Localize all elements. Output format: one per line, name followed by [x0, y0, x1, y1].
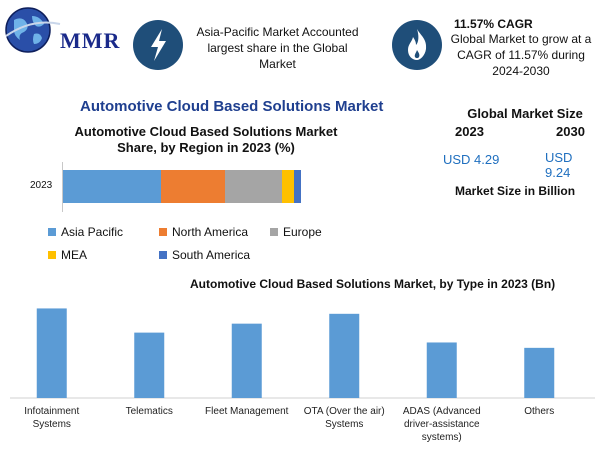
logo-text: MMR — [60, 28, 121, 53]
lightning-icon — [133, 20, 183, 70]
legend-swatch — [159, 251, 167, 259]
region-chart-title: Automotive Cloud Based Solutions Market … — [74, 124, 338, 155]
market-size-unit-label: Market Size in Billion — [455, 184, 576, 198]
region-bar-segment — [63, 170, 161, 203]
legend-item-europe: Europe — [270, 225, 322, 239]
main-title: Automotive Cloud Based Solutions Market — [80, 98, 384, 115]
region-chart-axis — [62, 162, 63, 212]
region-chart-year-label: 2023 — [30, 180, 53, 191]
legend-item-mea: MEA — [48, 248, 87, 262]
legend-item-south-america: South America — [159, 248, 250, 262]
cagr-title: 11.57% CAGR — [454, 17, 533, 31]
type-bar — [231, 323, 262, 398]
flame-icon — [392, 20, 442, 70]
legend-label: Europe — [283, 225, 322, 239]
type-category-label: OTA (Over the air) Systems — [304, 406, 385, 430]
type-bar — [329, 313, 360, 398]
type-bar — [524, 347, 555, 398]
region-bar-segment — [224, 170, 282, 203]
legend-label: North America — [172, 225, 249, 239]
global-market-value-2030: USD 9.24 — [545, 150, 573, 180]
legend-label: MEA — [61, 248, 88, 262]
legend-item-asia-pacific: Asia Pacific — [48, 225, 123, 239]
logo — [4, 6, 124, 56]
region-bar-segment — [281, 170, 294, 203]
type-category-label: Telematics — [126, 406, 173, 417]
global-market-size-title: Global Market Size — [467, 106, 583, 121]
type-bar — [134, 332, 165, 398]
type-bar — [426, 342, 457, 398]
global-market-year-2023: 2023 — [455, 124, 484, 139]
legend-label: South America — [172, 248, 251, 262]
legend-swatch — [48, 251, 56, 259]
type-category-label: Infotainment Systems — [24, 406, 79, 430]
type-category-label: Others — [524, 406, 554, 417]
globe-icon — [5, 7, 61, 53]
region-stacked-bar — [63, 170, 301, 203]
legend-swatch — [270, 228, 278, 236]
type-bar — [36, 308, 67, 398]
region-bar-segment — [160, 170, 225, 203]
cagr-text: Global Market to grow at a CAGR of 11.57… — [450, 32, 592, 78]
global-market-year-2030: 2030 — [556, 124, 585, 139]
legend-label: Asia Pacific — [61, 225, 124, 239]
info-asia-pacific-text: Asia-Pacific Market Accounted largest sh… — [196, 25, 359, 71]
type-chart-title: Automotive Cloud Based Solutions Market,… — [190, 277, 556, 291]
legend-item-north-america: North America — [159, 225, 248, 239]
legend-swatch — [48, 228, 56, 236]
type-bar-chart-svg: Infotainment Systems Telematics Fleet Manag… — [10, 308, 595, 443]
legend-swatch — [159, 228, 167, 236]
type-category-label: ADAS (Advanced driver-assistance systems) — [403, 406, 481, 443]
region-bar-segment — [293, 170, 301, 203]
type-category-label: Fleet Management — [205, 406, 289, 417]
global-market-value-2023: USD 4.29 — [443, 152, 500, 167]
type-bar-chart: Infotainment Systems Telematics Fleet Manag… — [10, 295, 595, 450]
